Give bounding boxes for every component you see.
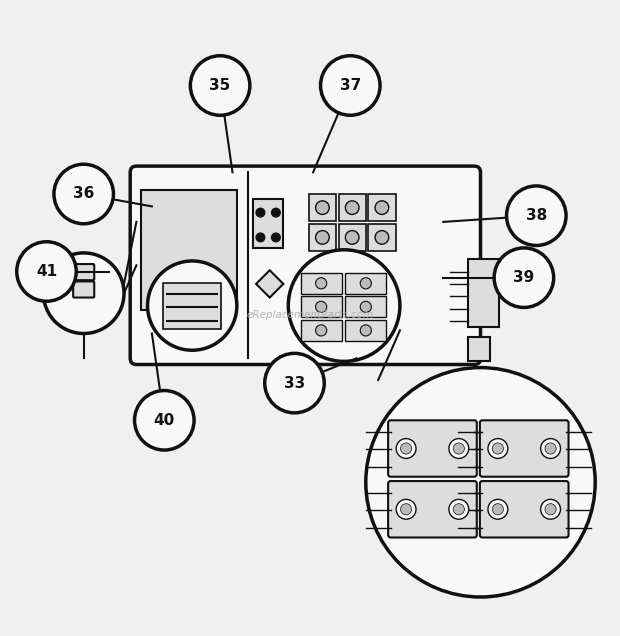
- Circle shape: [43, 253, 124, 333]
- Circle shape: [272, 233, 280, 242]
- Circle shape: [401, 443, 412, 454]
- Bar: [468, 336, 490, 361]
- Circle shape: [396, 439, 416, 459]
- Circle shape: [360, 278, 371, 289]
- FancyBboxPatch shape: [388, 420, 477, 477]
- Circle shape: [345, 231, 359, 244]
- Text: 41: 41: [36, 264, 57, 279]
- Circle shape: [375, 231, 389, 244]
- FancyBboxPatch shape: [339, 224, 366, 251]
- Circle shape: [449, 439, 469, 459]
- Circle shape: [135, 391, 194, 450]
- Circle shape: [492, 443, 503, 454]
- Circle shape: [316, 325, 327, 336]
- Bar: [468, 259, 499, 328]
- FancyBboxPatch shape: [309, 194, 336, 221]
- Circle shape: [345, 201, 359, 214]
- Circle shape: [375, 201, 389, 214]
- Circle shape: [256, 208, 265, 217]
- FancyBboxPatch shape: [130, 166, 480, 364]
- FancyBboxPatch shape: [301, 273, 342, 294]
- FancyBboxPatch shape: [163, 282, 221, 329]
- Circle shape: [148, 261, 237, 350]
- Text: 35: 35: [210, 78, 231, 93]
- Circle shape: [360, 325, 371, 336]
- FancyBboxPatch shape: [309, 224, 336, 251]
- Circle shape: [488, 499, 508, 519]
- Text: 39: 39: [513, 270, 534, 285]
- Circle shape: [396, 499, 416, 519]
- FancyBboxPatch shape: [388, 481, 477, 537]
- Circle shape: [488, 439, 508, 459]
- Text: 38: 38: [526, 208, 547, 223]
- Circle shape: [316, 278, 327, 289]
- FancyBboxPatch shape: [301, 296, 342, 317]
- Circle shape: [494, 248, 554, 307]
- Circle shape: [453, 504, 464, 515]
- Circle shape: [541, 439, 560, 459]
- Circle shape: [316, 231, 329, 244]
- Circle shape: [272, 208, 280, 217]
- FancyBboxPatch shape: [368, 194, 396, 221]
- Text: 33: 33: [284, 376, 305, 391]
- FancyBboxPatch shape: [480, 481, 569, 537]
- FancyBboxPatch shape: [345, 273, 386, 294]
- Circle shape: [17, 242, 76, 301]
- FancyBboxPatch shape: [141, 190, 237, 310]
- Circle shape: [541, 499, 560, 519]
- FancyBboxPatch shape: [73, 281, 94, 298]
- Circle shape: [54, 164, 113, 224]
- Circle shape: [256, 233, 265, 242]
- Polygon shape: [256, 270, 283, 298]
- Text: 36: 36: [73, 186, 94, 202]
- FancyBboxPatch shape: [73, 264, 94, 280]
- FancyBboxPatch shape: [480, 420, 569, 477]
- Circle shape: [401, 504, 412, 515]
- FancyBboxPatch shape: [345, 296, 386, 317]
- FancyBboxPatch shape: [253, 199, 283, 248]
- Text: eReplacementParts.com: eReplacementParts.com: [246, 310, 374, 320]
- FancyBboxPatch shape: [368, 224, 396, 251]
- Circle shape: [288, 250, 400, 361]
- Circle shape: [190, 56, 250, 115]
- Circle shape: [265, 354, 324, 413]
- FancyBboxPatch shape: [345, 320, 386, 341]
- Text: 37: 37: [340, 78, 361, 93]
- Circle shape: [316, 301, 327, 312]
- FancyBboxPatch shape: [339, 194, 366, 221]
- Circle shape: [492, 504, 503, 515]
- Circle shape: [453, 443, 464, 454]
- Circle shape: [316, 201, 329, 214]
- Circle shape: [507, 186, 566, 245]
- FancyBboxPatch shape: [301, 320, 342, 341]
- Circle shape: [449, 499, 469, 519]
- Text: 40: 40: [154, 413, 175, 428]
- Circle shape: [321, 56, 380, 115]
- Circle shape: [545, 443, 556, 454]
- Circle shape: [366, 368, 595, 597]
- Circle shape: [545, 504, 556, 515]
- Circle shape: [360, 301, 371, 312]
